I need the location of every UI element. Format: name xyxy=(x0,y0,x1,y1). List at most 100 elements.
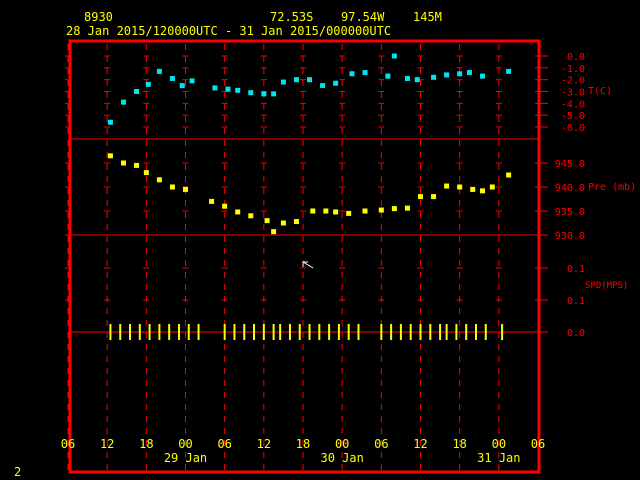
wind-axis-label: SPD(MPS) xyxy=(585,281,628,291)
pressure-point-3 xyxy=(143,170,149,176)
temperature-point-20 xyxy=(362,70,368,76)
pressure-point-23 xyxy=(418,194,423,200)
pressure-point-12 xyxy=(271,229,277,235)
pressure-tick-label-3: 930.0 xyxy=(555,231,585,242)
pressure-point-6 xyxy=(183,186,188,192)
pressure-point-5 xyxy=(169,184,175,190)
pressure-point-2 xyxy=(134,162,140,168)
pressure-point-26 xyxy=(457,184,463,190)
x-tick-label-6: 18 xyxy=(296,437,310,451)
pressure-point-11 xyxy=(264,218,270,224)
pressure-point-30 xyxy=(506,172,512,178)
temperature-point-22 xyxy=(391,53,397,59)
temperature-point-24 xyxy=(414,77,420,83)
temperature-tick-label-6: -6.0 xyxy=(561,123,585,134)
date-label-1: 30 Jan xyxy=(320,451,363,465)
pressure-tick-label-1: 940.0 xyxy=(555,183,585,194)
pressure-point-29 xyxy=(489,184,495,190)
pressure-point-24 xyxy=(431,194,437,200)
temperature-point-5 xyxy=(169,75,175,81)
x-tick-label-12: 06 xyxy=(531,437,545,451)
temperature-tick-label-0: 0.0 xyxy=(567,52,585,63)
temperature-point-17 xyxy=(320,83,326,89)
latitude: 72.53S xyxy=(270,10,313,24)
x-tick-label-8: 06 xyxy=(374,437,388,451)
temperature-axis-label: T(C) xyxy=(588,86,612,97)
pressure-axis-label: Pre (mb) xyxy=(588,182,636,193)
x-tick-label-3: 00 xyxy=(178,437,192,451)
grid-lines xyxy=(65,44,541,470)
temperature-point-16 xyxy=(307,77,313,83)
temperature-point-9 xyxy=(225,86,231,92)
temperature-point-28 xyxy=(466,70,472,76)
longitude: 97.54W xyxy=(341,10,385,24)
temperature-point-3 xyxy=(145,81,151,87)
temperature-tick-label-2: -2.0 xyxy=(561,76,585,87)
wind-tick-label-1: 0.1 xyxy=(567,296,585,307)
temperature-point-11 xyxy=(248,90,254,96)
temperature-point-30 xyxy=(506,68,512,74)
temperature-point-2 xyxy=(134,89,140,94)
pressure-point-25 xyxy=(444,183,450,189)
wind-tick-label-2: 0.0 xyxy=(567,328,585,339)
x-tick-label-0: 06 xyxy=(61,437,75,451)
pressure-point-27 xyxy=(470,186,476,192)
temperature-point-4 xyxy=(156,68,162,74)
temperature-point-29 xyxy=(480,73,486,79)
temperature-point-26 xyxy=(444,72,450,78)
x-tick-label-7: 00 xyxy=(335,437,349,451)
temperature-point-23 xyxy=(404,75,410,81)
temperature-tick-label-4: -4.0 xyxy=(561,99,585,110)
temperature-tick-label-1: -1.0 xyxy=(561,64,585,75)
temperature-tick-label-5: -5.0 xyxy=(561,111,585,122)
elevation: 145M xyxy=(413,10,442,24)
pressure-point-9 xyxy=(235,209,241,215)
page-number: 2 xyxy=(14,465,21,479)
pressure-point-7 xyxy=(209,198,215,204)
pressure-point-17 xyxy=(333,209,339,215)
temperature-point-13 xyxy=(271,91,277,97)
pressure-point-0 xyxy=(107,153,113,159)
temperature-point-14 xyxy=(280,79,286,85)
pressure-tick-label-2: 935.0 xyxy=(555,207,585,218)
pressure-point-19 xyxy=(362,208,368,214)
cursor-arrow-icon xyxy=(302,261,314,269)
temperature-point-27 xyxy=(457,71,463,77)
temperature-point-6 xyxy=(179,83,185,89)
pressure-point-10 xyxy=(248,213,254,219)
pressure-point-22 xyxy=(404,205,410,211)
x-tick-label-9: 12 xyxy=(413,437,427,451)
temperature-point-1 xyxy=(120,99,126,105)
temperature-tick-label-3: -3.0 xyxy=(561,88,585,99)
temperature-point-8 xyxy=(212,85,218,91)
pressure-point-8 xyxy=(222,203,228,209)
date-label-0: 29 Jan xyxy=(164,451,207,465)
temperature-point-7 xyxy=(189,78,195,84)
temperature-point-15 xyxy=(293,77,299,83)
station-id: 8930 xyxy=(84,10,113,24)
temperature-point-10 xyxy=(235,87,241,93)
plot-frame xyxy=(68,39,541,474)
temperature-point-18 xyxy=(333,80,339,86)
x-tick-label-2: 18 xyxy=(139,437,153,451)
x-tick-label-10: 18 xyxy=(452,437,466,451)
x-tick-label-5: 12 xyxy=(257,437,271,451)
x-tick-label-1: 12 xyxy=(100,437,114,451)
pressure-point-28 xyxy=(480,188,486,194)
pressure-point-20 xyxy=(378,207,384,213)
temperature-point-21 xyxy=(385,73,391,79)
x-tick-label-4: 06 xyxy=(217,437,231,451)
pressure-point-15 xyxy=(310,208,316,214)
x-tick-label-11: 00 xyxy=(492,437,506,451)
pressure-point-14 xyxy=(293,219,299,225)
pressure-point-1 xyxy=(120,160,126,166)
temperature-point-12 xyxy=(261,91,267,97)
date-label-2: 31 Jan xyxy=(477,451,520,465)
wind-tick-label-0: 0.1 xyxy=(567,264,585,275)
time-range: 28 Jan 2015/120000UTC - 31 Jan 2015/0000… xyxy=(66,24,391,38)
pressure-point-13 xyxy=(280,220,286,226)
pressure-point-21 xyxy=(391,206,397,212)
pressure-point-16 xyxy=(323,208,329,214)
temperature-point-25 xyxy=(431,74,437,80)
